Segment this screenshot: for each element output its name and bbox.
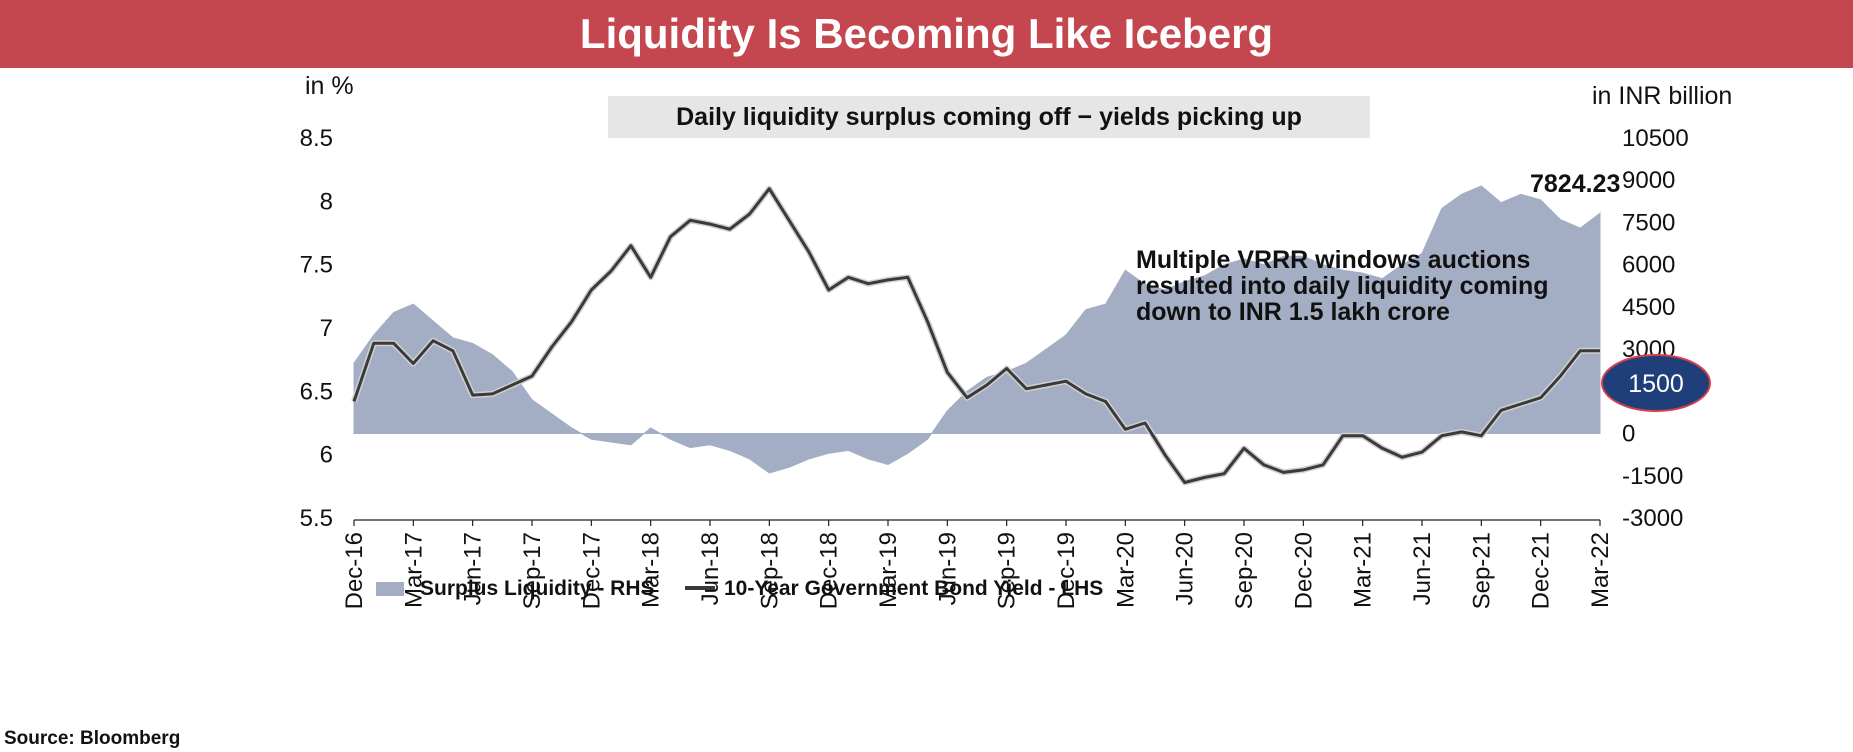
x-tick-label: Dec-17: [578, 532, 605, 609]
left-tick-label: 8: [320, 188, 333, 215]
chart-subtitle: Daily liquidity surplus coming off − yie…: [676, 103, 1302, 131]
x-tick-label: Jun-17: [460, 532, 487, 605]
left-tick-label: 6.5: [300, 378, 333, 405]
left-tick-label: 6: [320, 442, 333, 469]
x-tick-label: Jun-21: [1409, 532, 1436, 605]
x-tick-label: Dec-21: [1528, 532, 1555, 609]
right-tick-label: 6000: [1622, 252, 1675, 279]
annotation-line-3: down to INR 1.5 lakh crore: [1136, 298, 1450, 326]
surplus-liquidity-area: [353, 185, 1601, 474]
left-axis: 8.5 8 7.5 7 6.5 6 5.5: [300, 125, 333, 532]
x-axis: Dec-16 Mar-17 Jun-17 Sep-17 Dec-17 Mar-18 Jun-…: [341, 519, 1614, 609]
right-axis-unit: in INR billion: [1592, 82, 1732, 110]
annotation-line-2: resulted into daily liquidity coming: [1136, 272, 1549, 300]
x-tick-label: Sep-20: [1231, 532, 1258, 609]
x-tick-label: Jun-20: [1172, 532, 1199, 605]
bond-yield-line-path: [352, 187, 1600, 484]
x-tick-label: Mar-20: [1112, 532, 1139, 608]
x-tick-label: Mar-22: [1587, 532, 1614, 608]
right-tick-label: 7500: [1622, 209, 1675, 236]
x-tick-label: Sep-17: [519, 532, 546, 609]
callout-value: 1500: [1628, 370, 1684, 398]
chart: Daily liquidity surplus coming off − yie…: [300, 72, 1733, 609]
last-value-label: 7824.23: [1530, 170, 1620, 198]
right-tick-label: 4500: [1622, 294, 1675, 321]
x-tick-label: Jun-18: [697, 532, 724, 605]
right-tick-label: 9000: [1622, 167, 1675, 194]
x-tick-label: Mar-19: [875, 532, 902, 608]
surplus-liquidity-area-path: [353, 185, 1601, 474]
left-tick-label: 5.5: [300, 505, 333, 532]
x-tick-label: Dec-19: [1053, 532, 1080, 609]
right-tick-label: -3000: [1622, 505, 1683, 532]
x-tick-label: Jun-19: [934, 532, 961, 605]
x-tick-label: Mar-18: [638, 532, 665, 608]
left-tick-label: 8.5: [300, 125, 333, 152]
legend-label-liquidity: Surplus Liquidity - RHS: [420, 577, 655, 600]
x-tick-label: Mar-21: [1350, 532, 1377, 608]
subtitle-box: [608, 96, 1370, 138]
x-tick-label: Sep-21: [1468, 532, 1495, 609]
annotation-line-1: Multiple VRRR windows auctions: [1136, 246, 1530, 274]
legend-swatch-liquidity: [376, 582, 404, 596]
chart-title: Liquidity Is Becoming Like Iceberg: [579, 10, 1274, 57]
right-tick-label: 10500: [1622, 125, 1689, 152]
x-tick-label: Dec-20: [1290, 532, 1317, 609]
right-tick-label: 0: [1622, 421, 1635, 448]
legend-label-yield: 10-Year Government Bond Yield - LHS: [724, 577, 1103, 600]
plot-area: [351, 185, 1601, 486]
left-tick-label: 7: [320, 315, 333, 342]
x-tick-label: Dec-18: [816, 532, 843, 609]
x-tick-label: Dec-16: [341, 532, 368, 609]
x-tick-label: Sep-19: [994, 532, 1021, 609]
callout-ellipse: [1601, 354, 1711, 412]
x-tick-label: Sep-18: [756, 532, 783, 609]
right-tick-label: -1500: [1622, 463, 1683, 490]
left-axis-unit: in %: [305, 72, 354, 100]
title-bar: Liquidity Is Becoming Like Iceberg: [0, 0, 1853, 68]
x-tick-label: Mar-17: [400, 532, 427, 608]
source-note: Source: Bloomberg: [4, 728, 181, 749]
bond-yield-line: [351, 185, 1600, 486]
left-tick-label: 7.5: [300, 252, 333, 279]
